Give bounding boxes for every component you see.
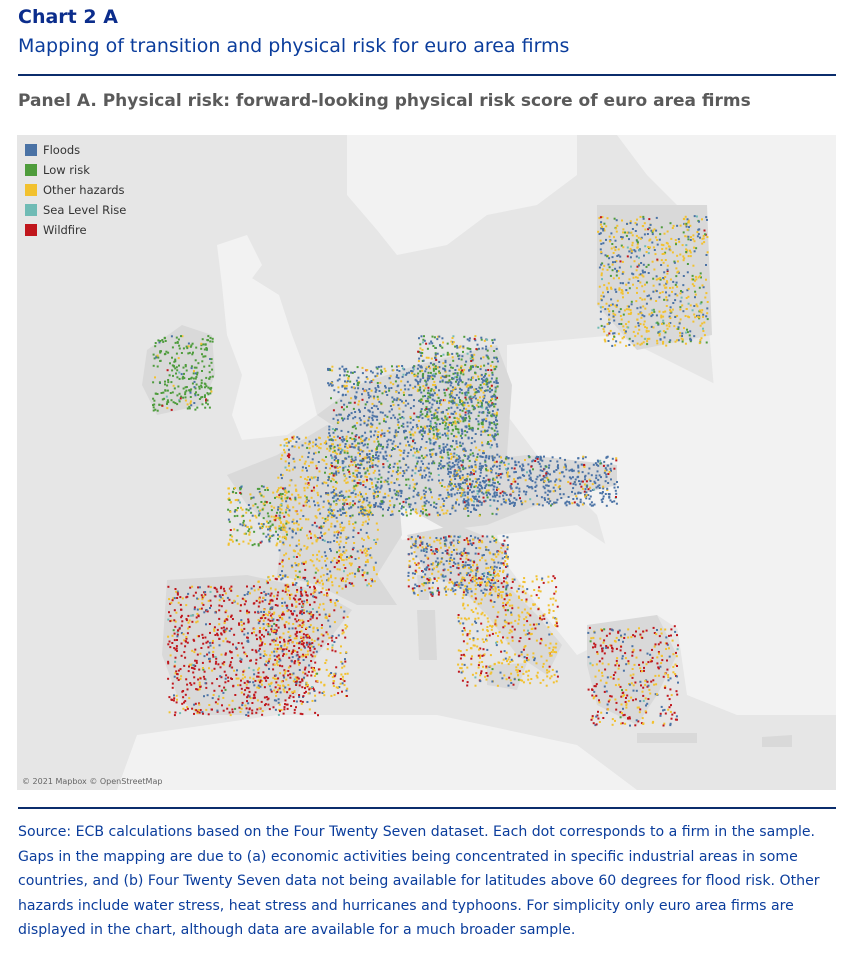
- source-rule: [18, 807, 836, 809]
- turkey: [677, 605, 836, 715]
- low-risk-swatch: [25, 164, 37, 176]
- italy: [407, 525, 562, 675]
- firm-dots: [152, 215, 709, 727]
- legend-item-other-hazards[interactable]: Other hazards: [25, 180, 126, 200]
- north-africa: [117, 715, 637, 790]
- legend-label: Floods: [43, 143, 81, 157]
- non-euro-land: [117, 135, 836, 790]
- cyprus: [762, 735, 792, 747]
- legend-label: Other hazards: [43, 183, 125, 197]
- sardinia: [417, 610, 437, 660]
- chart-label: Chart 2 A: [18, 6, 118, 28]
- chart-title: Mapping of transition and physical risk …: [18, 35, 570, 57]
- finland-russia: [617, 135, 836, 435]
- sea-level-rise-swatch: [25, 204, 37, 216]
- title-rule: [18, 74, 836, 76]
- source-note: Source: ECB calculations based on the Fo…: [18, 824, 820, 938]
- scotland: [217, 235, 262, 285]
- legend-label: Sea Level Rise: [43, 203, 127, 217]
- scandinavia: [347, 135, 577, 255]
- legend: Floods Low risk Other hazards Sea Level …: [25, 140, 126, 240]
- legend-item-wildfire[interactable]: Wildfire: [25, 220, 126, 240]
- legend-label: Low risk: [43, 163, 90, 177]
- great-britain: [222, 275, 317, 440]
- baltics: [597, 205, 712, 350]
- austria: [437, 455, 617, 525]
- legend-item-sea-level-rise[interactable]: Sea Level Rise: [25, 200, 126, 220]
- map-area[interactable]: Floods Low risk Other hazards Sea Level …: [17, 135, 836, 790]
- panel-title: Panel A. Physical risk: forward-looking …: [18, 91, 751, 111]
- legend-item-low-risk[interactable]: Low risk: [25, 160, 126, 180]
- crete: [637, 733, 697, 743]
- corsica: [417, 575, 429, 600]
- floods-swatch: [25, 144, 37, 156]
- map-svg: [17, 135, 836, 790]
- wildfire-swatch: [25, 224, 37, 236]
- eastern-europe: [507, 335, 836, 655]
- map-attribution[interactable]: © 2021 Mapbox © OpenStreetMap: [22, 777, 163, 786]
- other-hazards-swatch: [25, 184, 37, 196]
- legend-label: Wildfire: [43, 223, 87, 237]
- legend-item-floods[interactable]: Floods: [25, 140, 126, 160]
